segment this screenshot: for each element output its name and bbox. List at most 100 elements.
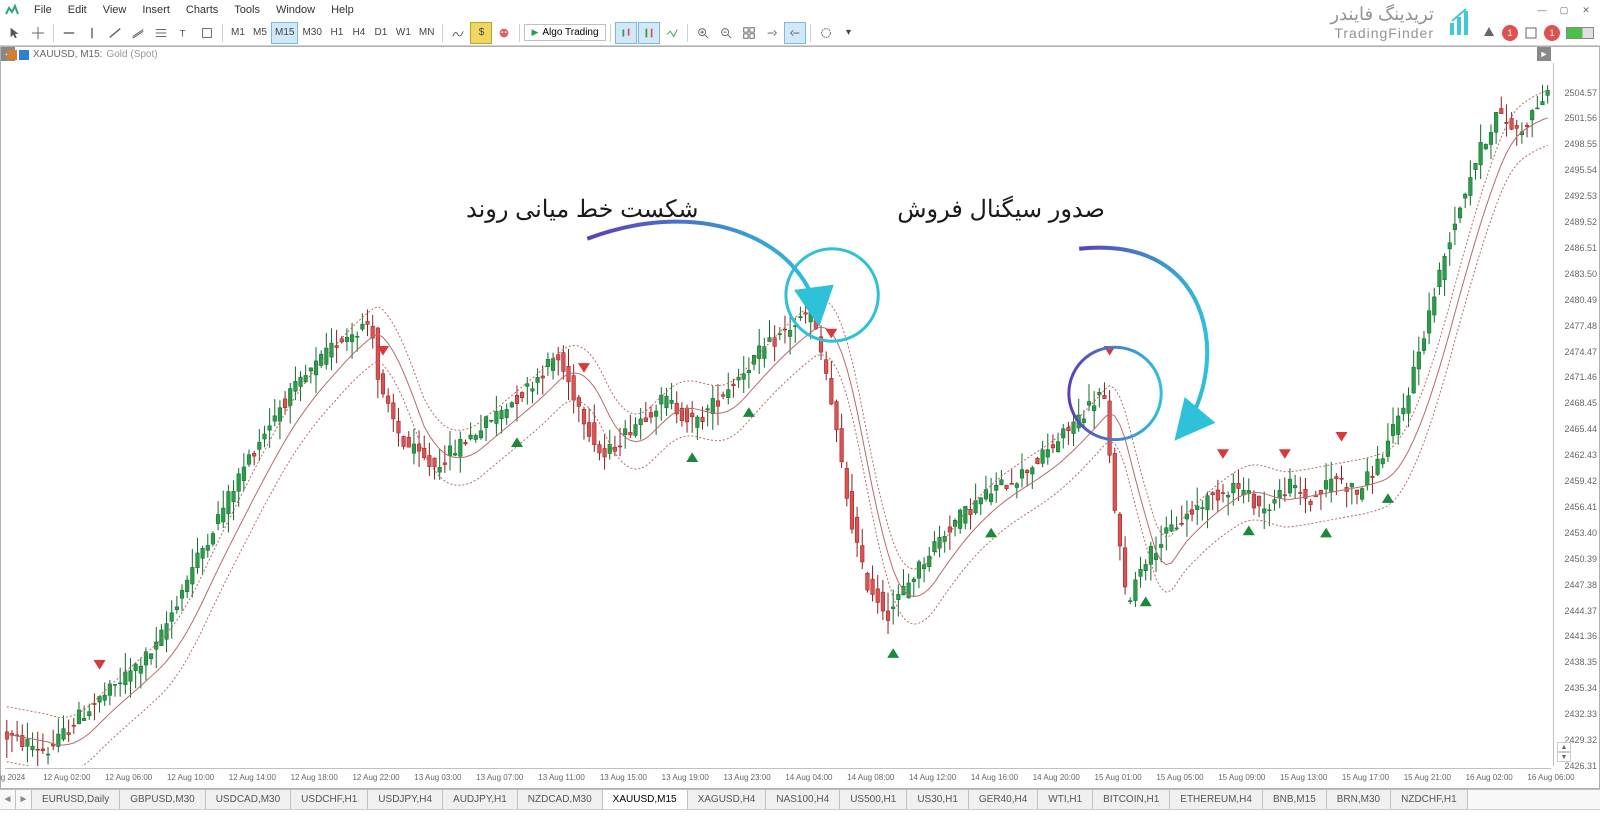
alert-icon[interactable]	[1482, 26, 1496, 40]
channel-tool-icon[interactable]	[127, 22, 149, 44]
timeframe-mn[interactable]: MN	[415, 22, 439, 44]
zoom-in-icon[interactable]	[692, 22, 714, 44]
window-controls: — ▢ ✕	[1532, 3, 1596, 17]
close-icon[interactable]: ✕	[1576, 3, 1596, 17]
tab-nzdchf-h1[interactable]: NZDCHF,H1	[1391, 790, 1468, 809]
time-tick: 13 Aug 11:00	[538, 773, 585, 782]
time-tick: 12 Aug 18:00	[291, 773, 338, 782]
chart-expand-icon[interactable]	[19, 50, 29, 60]
chart-window: ◄ ► XAUUSD, M15: Gold (Spot)	[0, 46, 1600, 789]
tab-xagusd-h4[interactable]: XAGUSD,H4	[688, 790, 767, 809]
hline-tool-icon[interactable]	[58, 22, 80, 44]
tab-eurusd-daily[interactable]: EURUSD,Daily	[32, 790, 120, 809]
crosshair-tool-icon[interactable]	[27, 22, 49, 44]
tab-brn-m30[interactable]: BRN,M30	[1327, 790, 1391, 809]
tabs-scroll-right[interactable]: ►	[16, 790, 32, 809]
time-zoom-down[interactable]: ▼	[1557, 752, 1571, 762]
timeframe-m15[interactable]: M15	[271, 22, 298, 44]
tab-usdcad-m30[interactable]: USDCAD,M30	[206, 790, 291, 809]
time-tick: 16 Aug 06:00	[1527, 773, 1574, 782]
price-tick: 2504.57	[1564, 88, 1597, 98]
timeframe-m30[interactable]: M30	[298, 22, 325, 44]
tab-nas100-h4[interactable]: NAS100,H4	[766, 790, 840, 809]
message-badge[interactable]: 1	[1502, 25, 1518, 41]
tab-xauusd-m15[interactable]: XAUUSD,M15	[603, 790, 688, 809]
price-tick: 2435.34	[1564, 683, 1597, 693]
tab-ger40-h4[interactable]: GER40,H4	[969, 790, 1038, 809]
candles-view-icon[interactable]	[615, 22, 637, 44]
vline-tool-icon[interactable]	[81, 22, 103, 44]
price-tick: 2501.56	[1564, 113, 1597, 123]
chart-tabs: ◄ ► EURUSD,DailyGBPUSD,M30USDCAD,M30USDC…	[0, 789, 1600, 809]
menu-window[interactable]: Window	[268, 2, 323, 18]
timeframe-w1[interactable]: W1	[392, 22, 415, 44]
price-tick: 2462.43	[1564, 450, 1597, 460]
time-tick: 15 Aug 17:00	[1342, 773, 1389, 782]
chart-scroll-right[interactable]: ►	[1537, 47, 1551, 61]
notification-badge[interactable]: 1	[1544, 25, 1560, 41]
menu-file[interactable]: File	[26, 2, 60, 18]
indicator-icon[interactable]	[447, 22, 469, 44]
menu-insert[interactable]: Insert	[134, 2, 178, 18]
price-tick: 2450.39	[1564, 554, 1597, 564]
tab-usdchf-h1[interactable]: USDCHF,H1	[291, 790, 368, 809]
timeframe-m5[interactable]: M5	[249, 22, 271, 44]
dropdown-icon[interactable]: ▾	[838, 22, 860, 44]
chart-canvas[interactable]	[5, 63, 1551, 766]
cursor-tool-icon[interactable]	[4, 22, 26, 44]
time-tick: 15 Aug 09:00	[1218, 773, 1265, 782]
shift-icon[interactable]	[761, 22, 783, 44]
object-list-icon[interactable]	[815, 22, 837, 44]
bars-view-icon[interactable]	[638, 22, 660, 44]
menu-charts[interactable]: Charts	[178, 2, 226, 18]
time-axis: 9 Aug 202412 Aug 02:0012 Aug 06:0012 Aug…	[5, 768, 1551, 784]
menu-help[interactable]: Help	[323, 2, 362, 18]
price-tick: 2486.51	[1564, 243, 1597, 253]
timeframe-h1[interactable]: H1	[326, 22, 348, 44]
fibo-tool-icon[interactable]	[150, 22, 172, 44]
expert-icon[interactable]	[493, 22, 515, 44]
menu-tools[interactable]: Tools	[226, 2, 268, 18]
minimize-icon[interactable]: —	[1532, 3, 1552, 17]
tab-bnb-m15[interactable]: BNB,M15	[1263, 790, 1327, 809]
timeframe-m1[interactable]: M1	[227, 22, 249, 44]
tab-nzdcad-m30[interactable]: NZDCAD,M30	[518, 790, 603, 809]
chart-menu-icon[interactable]	[7, 50, 17, 60]
price-tick: 2426.31	[1564, 761, 1597, 771]
tab-us30-h1[interactable]: US30,H1	[907, 790, 969, 809]
price-tick: 2438.35	[1564, 657, 1597, 667]
play-icon: ▶	[531, 27, 538, 38]
price-tick: 2441.36	[1564, 631, 1597, 641]
time-zoom-up[interactable]: ▲	[1557, 742, 1571, 752]
algo-trading-button[interactable]: ▶Algo Trading	[524, 24, 605, 41]
trendline-tool-icon[interactable]	[104, 22, 126, 44]
price-tick: 2489.52	[1564, 217, 1597, 227]
connection-indicator[interactable]	[1566, 27, 1594, 39]
tab-usdjpy-h4[interactable]: USDJPY,H4	[368, 790, 443, 809]
watermark-en: TradingFinder	[1330, 25, 1434, 41]
text-tool-icon[interactable]: T	[173, 22, 195, 44]
tab-wti-h1[interactable]: WTI,H1	[1038, 790, 1093, 809]
maximize-icon[interactable]: ▢	[1554, 3, 1574, 17]
price-tick: 2477.48	[1564, 321, 1597, 331]
tab-audjpy-h1[interactable]: AUDJPY,H1	[443, 790, 518, 809]
tab-ethereum-h4[interactable]: ETHEREUM,H4	[1170, 790, 1263, 809]
menu-view[interactable]: View	[95, 2, 135, 18]
timeframe-d1[interactable]: D1	[370, 22, 392, 44]
tab-us500-h1[interactable]: US500,H1	[840, 790, 907, 809]
autoscroll-icon[interactable]	[784, 22, 806, 44]
zoom-out-icon[interactable]	[715, 22, 737, 44]
timeframe-h4[interactable]: H4	[348, 22, 370, 44]
tab-bitcoin-h1[interactable]: BITCOIN,H1	[1093, 790, 1170, 809]
shapes-tool-icon[interactable]	[196, 22, 218, 44]
price-tick: 2471.46	[1564, 372, 1597, 382]
menu-edit[interactable]: Edit	[60, 2, 95, 18]
tab-gbpusd-m30[interactable]: GBPUSD,M30	[120, 790, 205, 809]
grid-icon[interactable]	[738, 22, 760, 44]
tabs-scroll-left[interactable]: ◄	[0, 790, 16, 809]
time-tick: 15 Aug 21:00	[1404, 773, 1451, 782]
dollar-icon[interactable]: $	[470, 22, 492, 44]
line-view-icon[interactable]	[661, 22, 683, 44]
time-tick: 13 Aug 19:00	[662, 773, 709, 782]
journal-icon[interactable]	[1524, 26, 1538, 40]
